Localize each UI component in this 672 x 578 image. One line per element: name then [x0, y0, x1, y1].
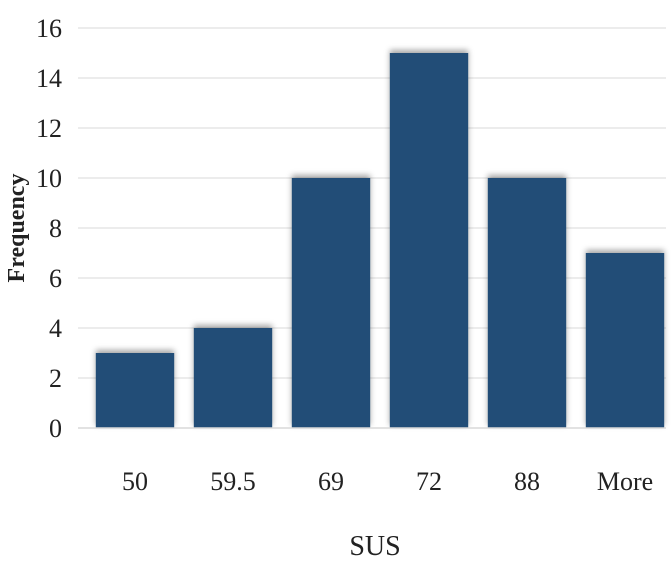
y-axis-ticks: 0 2 4 6 8 10 12 14 16	[36, 14, 62, 443]
y-tick-label: 2	[49, 364, 62, 393]
gridlines	[78, 27, 666, 379]
bars	[95, 53, 665, 428]
x-axis-ticks: 50 59.5 69 72 88 More	[122, 467, 653, 496]
x-tick-label: 88	[514, 467, 540, 496]
bar-88	[487, 178, 567, 428]
x-tick-label: 50	[122, 467, 148, 496]
y-tick-label: 12	[36, 114, 62, 143]
y-tick-label: 14	[36, 64, 62, 93]
bar-59.5	[193, 328, 273, 428]
y-tick-label: 10	[36, 164, 62, 193]
x-tick-label: 59.5	[210, 467, 256, 496]
y-tick-label: 4	[49, 314, 62, 343]
bar-More	[585, 253, 665, 428]
x-tick-label: More	[597, 467, 653, 496]
y-tick-label: 0	[49, 414, 62, 443]
bar-50	[95, 353, 175, 428]
y-axis-title: Frequency	[4, 174, 30, 283]
y-tick-label: 16	[36, 14, 62, 43]
x-tick-label: 69	[318, 467, 344, 496]
y-tick-label: 8	[49, 214, 62, 243]
x-tick-label: 72	[416, 467, 442, 496]
bar-72	[389, 53, 469, 428]
y-tick-label: 6	[49, 264, 62, 293]
bar-69	[291, 178, 371, 428]
x-axis-title: SUS	[349, 531, 400, 562]
